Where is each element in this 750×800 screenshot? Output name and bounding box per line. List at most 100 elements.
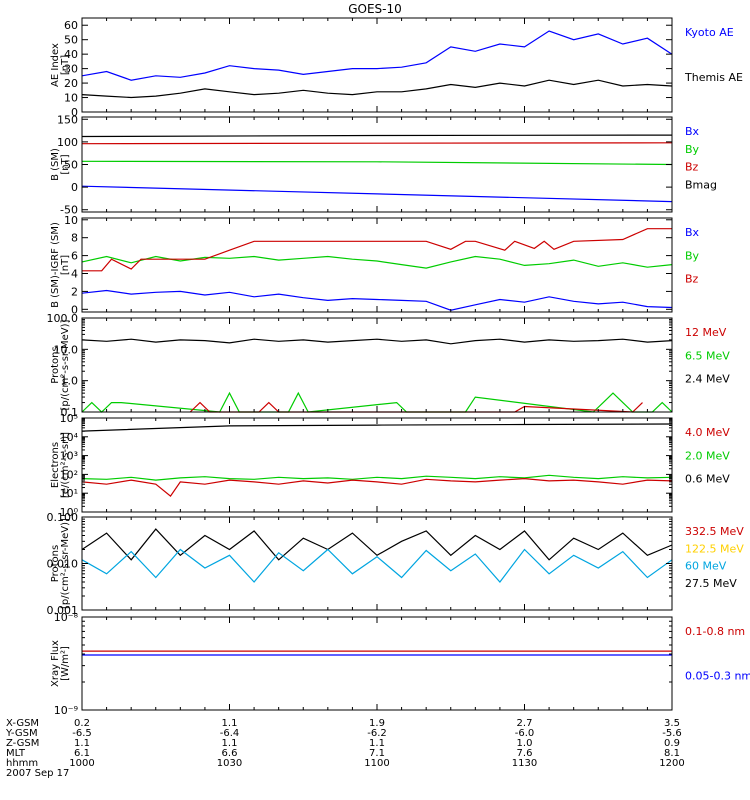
y-axis-label: Protons (50, 346, 61, 383)
y-axis-label: Xray Flux (50, 640, 61, 687)
y-tick-label: 30 (64, 63, 78, 76)
y-tick-label: 0 (71, 181, 78, 194)
series-line-bmag (81, 134, 673, 138)
y-tick-label: 50 (64, 159, 78, 172)
footer-value: -6.5 (72, 728, 92, 739)
y-axis-label: [e/(cm²-s-sr)] (60, 432, 71, 498)
y-tick-label: 0.010 (47, 558, 79, 571)
y-tick-label: 0.100 (47, 511, 79, 524)
y-tick-label: 10¹ (60, 487, 78, 500)
legend-bx: Bx (685, 226, 700, 239)
footer-value: 1.9 (369, 718, 385, 729)
y-axis-label: [nT] (60, 55, 71, 75)
legend-by: By (685, 249, 700, 262)
footer-row-label-y-gsm: Y-GSM (5, 728, 38, 739)
series-line-bz (82, 228, 672, 272)
y-axis-label: [nT] (60, 255, 71, 275)
footer-value: 8.1 (664, 748, 680, 759)
y-tick-label: 50 (64, 34, 78, 47)
y-tick-label: 10² (60, 468, 78, 481)
y-tick-label: 10⁵ (60, 412, 78, 425)
y-axis-label: B (SM)-IGRF (SM) (50, 222, 61, 308)
legend-4-0-mev: 4.0 MeV (685, 426, 730, 439)
series-line-bx (81, 289, 673, 311)
y-axis-label: [W/m²] (60, 646, 71, 681)
footer-row-label-x-gsm: X-GSM (6, 718, 39, 729)
y-tick-label: 60 (64, 19, 78, 32)
footer-value: 1.0 (517, 738, 533, 749)
y-tick-label: 100 (57, 136, 78, 149)
series-line-2-0-mev (81, 474, 673, 481)
legend-bmag: Bmag (685, 178, 717, 191)
legend-6-5-mev: 6.5 MeV (685, 349, 730, 362)
footer-value: 1030 (217, 758, 242, 769)
footer-value: -6.4 (220, 728, 240, 739)
footer-value: 1.1 (222, 718, 238, 729)
series-line-bx (81, 185, 673, 203)
y-tick-label: 150 (57, 113, 78, 126)
footer-value: -6.2 (367, 728, 387, 739)
legend-kyoto-ae: Kyoto AE (685, 26, 734, 39)
series-line-kyoto-ae (81, 30, 673, 81)
legend-bz: Bz (685, 161, 699, 174)
panel-7: 10⁻⁹ 10⁻⁸ Xray Flux [W/m²] 0.1-0.8 nm 0.05-0.… (50, 611, 750, 717)
panel-3: 0 2 4 6 8 10B (SM)-IGRF (SM) [nT] Bx By Bz (50, 214, 700, 317)
footer-value: -5.6 (662, 728, 682, 739)
series-line-bz (81, 142, 673, 145)
figure-title: GOES-10 (348, 2, 402, 16)
footer-date: 2007 Sep 17 (6, 768, 69, 779)
y-axis-label: [nT] (60, 154, 71, 174)
footer-row-label-z-gsm: Z-GSM (6, 738, 39, 749)
legend-0-05-0-3-nm: 0.05-0.3 nm (685, 670, 750, 683)
footer-value: 1100 (364, 758, 389, 769)
legend-bx: Bx (685, 125, 700, 138)
legend-27-5-mev: 27.5 MeV (685, 577, 737, 590)
series-line-12-mev (189, 401, 643, 413)
footer-value: 1200 (659, 758, 684, 769)
panel-2: -50 0 50 100 150 B (SM) [nT] Bx By Bz Bmag (50, 113, 717, 216)
y-axis-label: AE Index (50, 43, 61, 87)
footer-value: 6.6 (222, 748, 238, 759)
legend-bz: Bz (685, 273, 699, 286)
footer-value: 7.6 (517, 748, 533, 759)
footer-value: 1.1 (369, 738, 385, 749)
y-tick-label: 10⁻⁸ (54, 611, 79, 624)
series-line-27-5-mev (81, 528, 673, 561)
legend-332-5-mev: 332.5 MeV (685, 525, 744, 538)
panel-5: 10⁰ 10¹ 10² 10³ 10⁴ 10⁵ Electrons [e/(cm²-s-sr)… (50, 412, 730, 519)
footer-value: -6.0 (515, 728, 535, 739)
y-axis-label: [p/(cm²-s-sr-MeV)] (60, 319, 71, 410)
legend-themis-ae: Themis AE (684, 71, 743, 84)
y-tick-label: 6 (71, 250, 78, 263)
y-tick-label: 0.1 (61, 406, 79, 419)
y-tick-label: 10³ (60, 450, 78, 463)
footer-value: 6.1 (74, 748, 90, 759)
y-tick-label: 2 (71, 285, 78, 298)
footer-value: 7.1 (369, 748, 385, 759)
series-line-60-mev (81, 548, 673, 583)
footer-value: 0.2 (74, 718, 90, 729)
series-line-0-6-mev (81, 423, 673, 432)
series-line-by (81, 160, 673, 166)
y-tick-label: 20 (64, 77, 78, 90)
legend-2-4-mev: 2.4 MeV (685, 373, 730, 386)
footer-value: 0.9 (664, 738, 680, 749)
panel-4: 0.1 1.0 10.0 100.0 Protons [p/(cm²-s-sr-MeV)]… (47, 312, 731, 419)
y-tick-label: 10⁻⁹ (54, 704, 78, 717)
y-tick-label: 10⁰ (60, 506, 79, 519)
series-line-6-5-mev (81, 391, 673, 413)
footer-value: 1130 (512, 758, 537, 769)
y-tick-label: 100.0 (47, 312, 79, 325)
footer-value: 1.1 (222, 738, 238, 749)
y-tick-label: 0 (71, 303, 78, 316)
footer-value: 1000 (69, 758, 94, 769)
series-line-2-4-mev (81, 338, 673, 345)
legend-12-mev: 12 MeV (685, 326, 727, 339)
y-tick-label: 10.0 (54, 343, 79, 356)
legend-60-mev: 60 MeV (685, 560, 727, 573)
orbit-footer: X-GSM 0.2 1.1 1.9 2.7 3.5 Y-GSM -6.5 -6.4 -6.2 -6.… (5, 718, 685, 779)
